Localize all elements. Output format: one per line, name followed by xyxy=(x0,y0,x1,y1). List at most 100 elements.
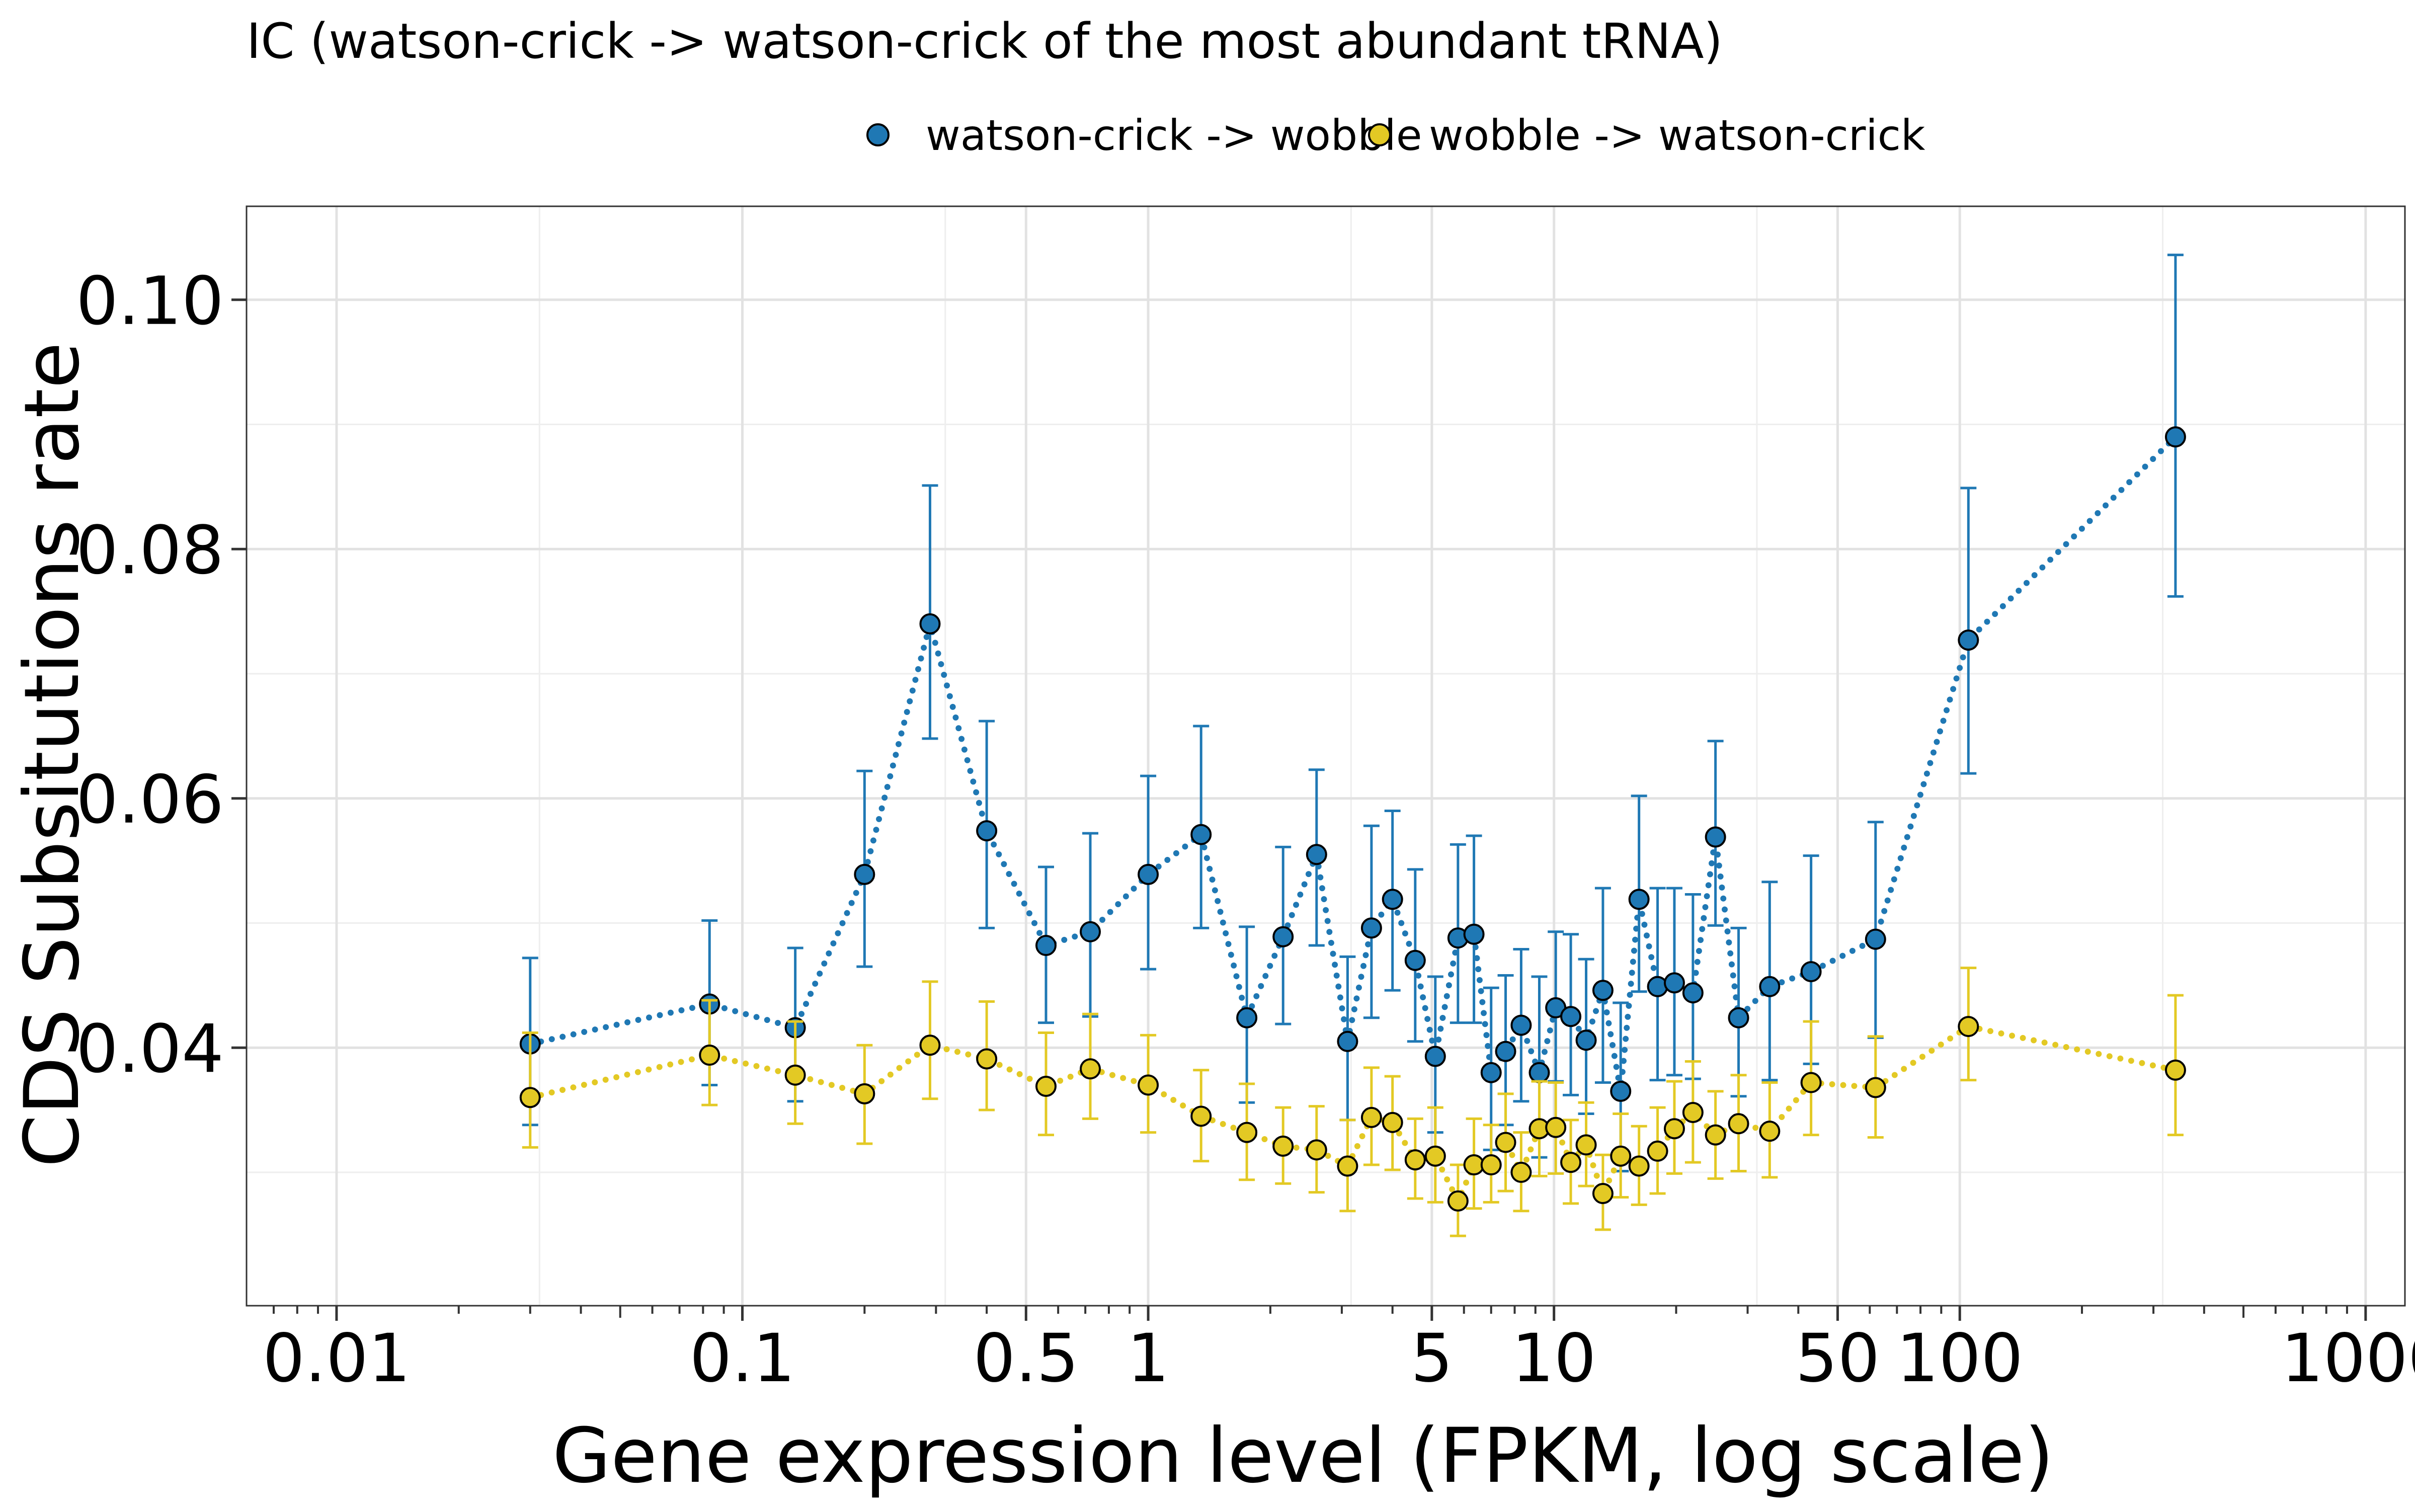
x-axis-tick-label: 0.1 xyxy=(690,1320,795,1397)
data-point xyxy=(1306,844,1327,865)
data-point xyxy=(976,1048,998,1070)
data-point xyxy=(1528,1062,1550,1083)
y-axis-title: CDS Subsitutions rate xyxy=(9,342,96,1167)
data-point xyxy=(1628,889,1650,910)
data-point xyxy=(1728,1007,1749,1028)
data-point xyxy=(1560,1152,1582,1173)
data-point xyxy=(1382,889,1403,910)
data-point xyxy=(699,1045,720,1066)
data-point xyxy=(1592,1183,1614,1205)
data-point xyxy=(1759,1121,1781,1142)
x-axis-title: Gene expression level (FPKM, log scale) xyxy=(552,1412,2054,1500)
x-axis-tick-label: 1 xyxy=(1127,1320,1169,1397)
data-point xyxy=(1682,982,1704,1004)
data-point xyxy=(1510,1161,1532,1183)
data-point xyxy=(1865,928,1886,950)
x-axis-tick-label: 0.5 xyxy=(973,1320,1079,1397)
data-point xyxy=(1958,1016,1979,1038)
data-point xyxy=(1035,1075,1057,1097)
data-point xyxy=(1404,949,1426,971)
data-point xyxy=(919,1034,941,1056)
data-point xyxy=(1728,1113,1749,1135)
data-point xyxy=(1647,1140,1668,1162)
data-point xyxy=(1306,1139,1327,1161)
data-point xyxy=(2164,426,2186,448)
data-point xyxy=(1560,1006,1582,1027)
data-point xyxy=(854,863,875,885)
data-point xyxy=(1480,1062,1502,1083)
data-point xyxy=(1382,1111,1403,1133)
data-point xyxy=(854,1083,875,1104)
data-point xyxy=(1705,826,1726,848)
data-point xyxy=(519,1087,541,1108)
y-axis-tick-label: 0.06 xyxy=(76,761,224,839)
series-line xyxy=(527,1023,2179,1208)
data-point xyxy=(1272,926,1294,947)
legend: watson-crick -> wobble wobble -> watson-… xyxy=(866,111,1925,160)
y-axis-tick-label: 0.10 xyxy=(76,263,224,340)
x-axis-tick-label: 0.01 xyxy=(263,1320,411,1397)
data-point xyxy=(1592,980,1614,1001)
data-point xyxy=(784,1064,806,1086)
data-point xyxy=(1759,976,1781,997)
data-point xyxy=(1800,1072,1822,1093)
data-point xyxy=(1705,1124,1726,1146)
data-point xyxy=(1080,1058,1101,1080)
data-point xyxy=(1447,1190,1469,1212)
data-point xyxy=(1663,972,1685,994)
legend-marker-watson-crick-to-wobble xyxy=(866,123,890,146)
data-point xyxy=(1800,961,1822,983)
data-point xyxy=(1480,1154,1502,1176)
grid-lines xyxy=(247,206,2405,1306)
data-point xyxy=(1236,1007,1258,1028)
plot-panel-border xyxy=(246,205,2406,1307)
data-point xyxy=(1138,863,1159,885)
data-point xyxy=(2164,1059,2186,1081)
x-axis-tick-label: 10 xyxy=(1512,1320,1596,1397)
data-point xyxy=(1545,1117,1567,1138)
data-point xyxy=(1424,1145,1446,1167)
data-point xyxy=(1610,1080,1632,1102)
data-point xyxy=(1495,1132,1516,1153)
data-point xyxy=(1404,1149,1426,1171)
data-point xyxy=(1682,1102,1704,1124)
data-point xyxy=(1272,1135,1294,1157)
chart-title: IC (watson-crick -> watson-crick of the … xyxy=(247,13,1723,69)
series-layer xyxy=(519,254,2186,1237)
data-point xyxy=(1035,935,1057,957)
data-point xyxy=(1628,1155,1650,1177)
x-axis-tick-label: 50 xyxy=(1795,1320,1880,1397)
x-axis-tick-label: 5 xyxy=(1411,1320,1453,1397)
data-point xyxy=(1138,1074,1159,1096)
data-point xyxy=(1337,1030,1358,1052)
x-axis-tick-label: 100 xyxy=(1896,1320,2023,1397)
data-point xyxy=(976,820,998,842)
data-point xyxy=(1663,1118,1685,1140)
y-axis-tick-label: 0.04 xyxy=(76,1010,224,1088)
data-point xyxy=(1865,1077,1886,1098)
data-point xyxy=(1510,1014,1532,1036)
data-point xyxy=(919,613,941,634)
data-point xyxy=(1190,824,1212,845)
data-point xyxy=(1958,629,1979,651)
data-point xyxy=(1236,1122,1258,1143)
data-point xyxy=(1575,1134,1597,1156)
data-point xyxy=(1463,923,1485,945)
series-wobble-to-watson-crick xyxy=(519,967,2186,1237)
data-point xyxy=(1080,921,1101,942)
data-point xyxy=(1495,1041,1516,1062)
data-point xyxy=(1360,1106,1382,1128)
legend-marker-wobble-to-watson-crick xyxy=(1368,123,1391,146)
data-point xyxy=(1424,1046,1446,1067)
legend-label-wobble-to-watson-crick: wobble -> watson-crick xyxy=(1429,111,1925,160)
data-point xyxy=(1575,1029,1597,1051)
data-point xyxy=(1610,1145,1632,1167)
y-axis-tick-label: 0.08 xyxy=(76,512,224,589)
data-point xyxy=(1337,1155,1358,1177)
data-point xyxy=(1360,917,1382,939)
series-line xyxy=(527,434,2179,1092)
